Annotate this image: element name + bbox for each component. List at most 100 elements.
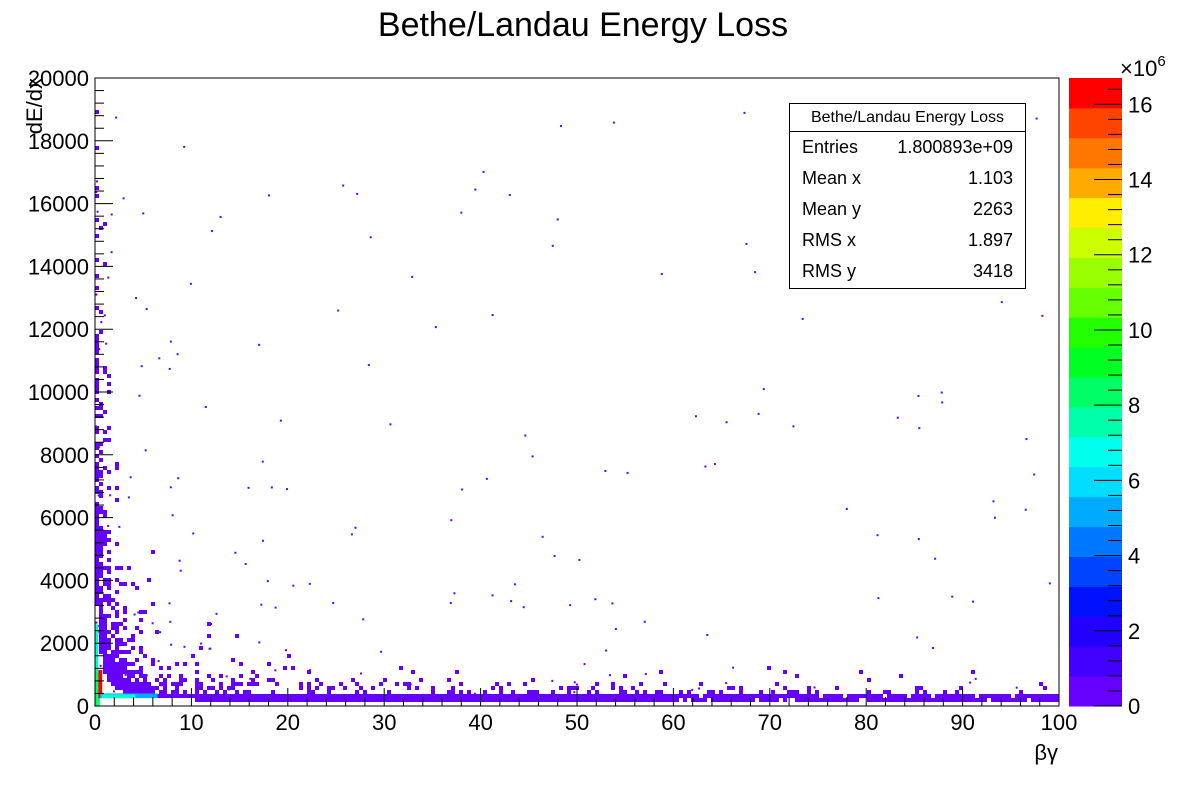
heatmap-cell: [103, 594, 107, 598]
heatmap-cell: [119, 658, 123, 662]
heatmap-cell: [843, 698, 847, 702]
heatmap-cell: [367, 698, 371, 702]
heatmap-cell: [299, 686, 303, 690]
heatmap-cell: [651, 698, 655, 702]
heatmap-cell: [99, 226, 103, 230]
heatmap-cell: [587, 698, 591, 702]
heatmap-outlier: [135, 297, 138, 300]
heatmap-layer: [95, 110, 1059, 706]
heatmap-cell: [423, 698, 427, 702]
heatmap-cell: [331, 698, 335, 702]
heatmap-cell: [587, 694, 591, 698]
heatmap-cell: [239, 662, 243, 666]
heatmap-cell: [795, 698, 799, 702]
heatmap-cell: [247, 690, 251, 694]
heatmap-cell: [311, 694, 315, 698]
heatmap-cell: [99, 550, 103, 554]
heatmap-cell: [747, 694, 751, 698]
heatmap-cell: [683, 694, 687, 698]
heatmap-outlier: [97, 494, 100, 497]
heatmap-cell: [615, 698, 619, 702]
heatmap-cell: [95, 518, 99, 522]
heatmap-cell: [271, 678, 275, 682]
heatmap-cell: [95, 522, 99, 526]
heatmap-cell: [463, 694, 467, 698]
heatmap-outlier: [215, 612, 218, 615]
heatmap-cell: [211, 686, 215, 690]
heatmap-cell: [143, 678, 147, 682]
heatmap-cell: [735, 694, 739, 698]
heatmap-cell: [591, 698, 595, 702]
heatmap-cell: [267, 678, 271, 682]
heatmap-outlier: [99, 664, 102, 667]
heatmap-cell: [763, 698, 767, 702]
heatmap-outlier: [356, 192, 359, 195]
heatmap-cell: [99, 534, 103, 538]
heatmap-cell: [403, 682, 407, 686]
heatmap-cell: [175, 686, 179, 690]
heatmap-cell: [427, 698, 431, 702]
heatmap-outlier: [367, 363, 370, 366]
heatmap-cell: [611, 694, 615, 698]
heatmap-cell: [283, 694, 287, 698]
heatmap-cell: [1023, 698, 1027, 702]
heatmap-outlier: [1035, 117, 1038, 120]
heatmap-cell: [1003, 698, 1007, 702]
heatmap-cell: [455, 670, 459, 674]
heatmap-cell: [103, 566, 107, 570]
heatmap-cell: [107, 614, 111, 618]
heatmap-cell: [567, 686, 571, 690]
heatmap-cell: [295, 698, 299, 702]
heatmap-cell: [99, 634, 103, 638]
heatmap-cell: [615, 694, 619, 698]
heatmap-cell: [731, 698, 735, 702]
heatmap-cell: [95, 350, 99, 354]
heatmap-outlier: [225, 675, 228, 678]
heatmap-cell: [167, 674, 171, 678]
heatmap-cell: [115, 614, 119, 618]
heatmap-cell: [967, 698, 971, 702]
y-axis: 0 2000 4000 6000 8000 10000 12000 14000 16000 180…: [28, 66, 113, 719]
heatmap-cell: [207, 686, 211, 690]
colorbar-swatch: [1069, 78, 1122, 109]
heatmap-cell: [195, 682, 199, 686]
heatmap-cell: [919, 686, 923, 690]
heatmap-cell: [243, 690, 247, 694]
heatmap-cell: [507, 682, 511, 686]
heatmap-cell: [99, 546, 103, 550]
stats-value: 1.103: [967, 168, 1013, 188]
heatmap-cell: [243, 694, 247, 698]
heatmap-outlier: [96, 210, 99, 213]
heatmap-cell: [107, 374, 111, 378]
heatmap-outlier: [286, 488, 289, 491]
heatmap-cell: [555, 698, 559, 702]
heatmap-cell: [103, 630, 107, 634]
heatmap-cell: [523, 698, 527, 702]
heatmap-cell: [987, 694, 991, 698]
heatmap-cell: [571, 694, 575, 698]
heatmap-outlier: [200, 642, 203, 645]
heatmap-cell: [99, 494, 103, 498]
heatmap-cell: [663, 694, 667, 698]
heatmap-cell: [315, 678, 319, 682]
heatmap-cell: [579, 694, 583, 698]
heatmap-outlier: [706, 634, 709, 637]
heatmap-cell: [899, 698, 903, 702]
heatmap-cell: [483, 698, 487, 702]
heatmap-cell: [751, 698, 755, 702]
heatmap-cell: [355, 682, 359, 686]
heatmap-cell: [175, 662, 179, 666]
heatmap-cell: [103, 534, 107, 538]
heatmap-cell: [195, 698, 199, 702]
heatmap-cell: [99, 606, 103, 610]
heatmap-outlier: [524, 434, 527, 437]
heatmap-cell: [719, 698, 723, 702]
heatmap-cell: [111, 682, 115, 686]
heatmap-outlier: [578, 558, 581, 561]
heatmap-cell: [95, 466, 99, 470]
heatmap-cell: [647, 694, 651, 698]
heatmap-cell: [155, 686, 159, 690]
heatmap-cell: [847, 694, 851, 698]
heatmap-cell: [107, 382, 111, 386]
heatmap-cell: [95, 358, 99, 362]
